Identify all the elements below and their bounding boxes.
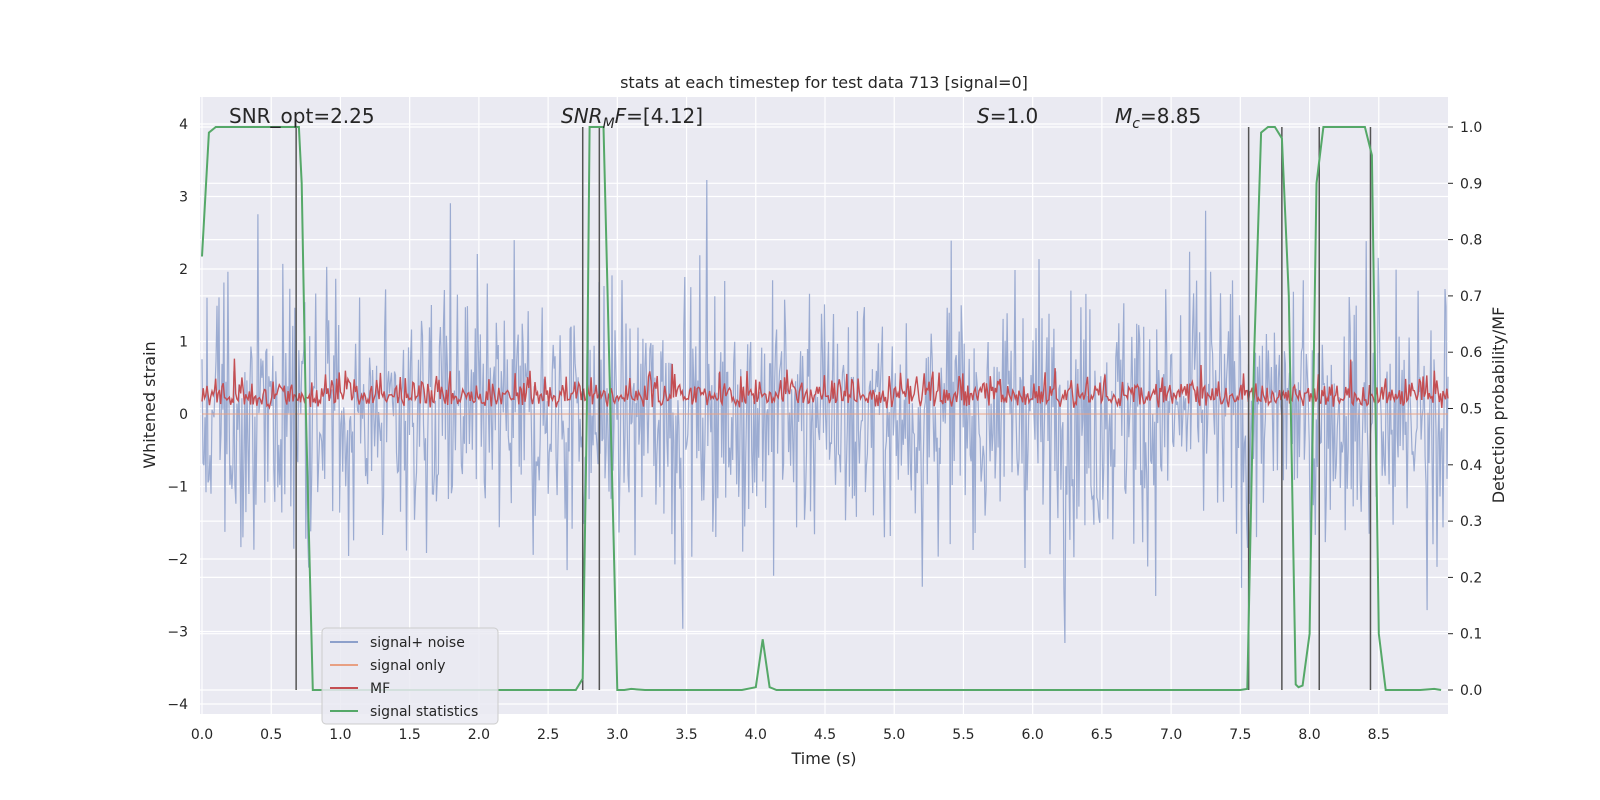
x-tick-14: 7.0 bbox=[1160, 727, 1182, 743]
x-tick-12: 6.0 bbox=[1022, 727, 1044, 743]
annotation-snr-mf-suffix: =[4.12] bbox=[626, 104, 703, 128]
y-axis-label: Whitened strain bbox=[140, 341, 159, 468]
annotation-mc-value: Mc=8.85 bbox=[1115, 104, 1201, 132]
x-tick-7: 3.5 bbox=[675, 727, 697, 743]
annotation-mc-sub: c bbox=[1132, 116, 1140, 132]
y-tick-labels: 4 3 2 1 0 −1 −2 −3 −4 bbox=[167, 117, 188, 713]
x-tick-10: 5.0 bbox=[883, 727, 905, 743]
y2-axis-label: Detection probability/MF bbox=[1489, 307, 1508, 504]
legend-label-signal-statistics: signal statistics bbox=[370, 704, 478, 720]
series-signal-noise-line bbox=[201, 179, 1449, 644]
x-tick-0: 0.0 bbox=[191, 727, 213, 743]
x-tick-15: 7.5 bbox=[1229, 727, 1251, 743]
annotation-snr-mf: SNRMF=[4.12] bbox=[561, 104, 703, 132]
annotation-mc-suffix: =8.85 bbox=[1140, 104, 1201, 128]
x-tick-1: 0.5 bbox=[260, 727, 282, 743]
legend-label-signal-noise: signal+ noise bbox=[370, 635, 465, 651]
legend-label-mf: MF bbox=[370, 681, 390, 697]
y2-tick-6: 0.4 bbox=[1460, 458, 1482, 474]
detection-markers bbox=[295, 127, 1372, 690]
chart-title: stats at each timestep for test data 713… bbox=[620, 73, 1028, 92]
y-tick-2: 2 bbox=[179, 262, 188, 278]
y2-tick-10: 0.0 bbox=[1460, 683, 1482, 699]
series-signal-statistics-line bbox=[201, 126, 1442, 691]
legend: signal+ noise signal only MF signal stat… bbox=[321, 627, 499, 725]
y-tick-4: 0 bbox=[179, 407, 188, 423]
series-signal-noise bbox=[201, 179, 1449, 644]
x-tick-16: 8.0 bbox=[1298, 727, 1320, 743]
x-tick-2: 1.0 bbox=[329, 727, 351, 743]
series-mf bbox=[201, 358, 1449, 410]
annotation-snr-mf-sub: M bbox=[603, 116, 615, 132]
x-tick-3: 1.5 bbox=[399, 727, 421, 743]
y2-tick-2: 0.8 bbox=[1460, 233, 1482, 249]
annotation-s-suffix: =1.0 bbox=[990, 104, 1039, 128]
x-tick-6: 3.0 bbox=[606, 727, 628, 743]
y-tick-0: 4 bbox=[179, 117, 188, 133]
y2-tick-0: 1.0 bbox=[1460, 120, 1482, 136]
series-mf-line bbox=[201, 358, 1449, 410]
x-tick-9: 4.5 bbox=[814, 727, 836, 743]
x-tick-17: 8.5 bbox=[1368, 727, 1390, 743]
y2-tick-9: 0.1 bbox=[1460, 627, 1482, 643]
x-tick-13: 6.5 bbox=[1091, 727, 1113, 743]
annotation-s-value: S=1.0 bbox=[977, 104, 1038, 128]
annotation-snr-mf-prefix: SNR bbox=[561, 104, 603, 128]
x-tick-8: 4.0 bbox=[745, 727, 767, 743]
y-tick-3: 1 bbox=[179, 335, 188, 351]
annotation-s-prefix: S bbox=[977, 104, 990, 128]
y-tick-1: 3 bbox=[179, 190, 188, 206]
x-tick-4: 2.0 bbox=[468, 727, 490, 743]
y2-tick-labels: 1.0 0.9 0.8 0.7 0.6 0.5 0.4 0.3 0.2 0.1 0.0 bbox=[1448, 120, 1482, 699]
y2-tick-4: 0.6 bbox=[1460, 345, 1482, 361]
annotation-snr-mf-mid: F bbox=[615, 104, 627, 128]
x-tick-5: 2.5 bbox=[537, 727, 559, 743]
legend-box bbox=[321, 627, 499, 725]
y2-tick-3: 0.7 bbox=[1460, 289, 1482, 305]
y-tick-5: −1 bbox=[167, 480, 188, 496]
y2-tick-1: 0.9 bbox=[1460, 176, 1482, 192]
x-tick-11: 5.5 bbox=[952, 727, 974, 743]
annotation-mc-prefix: M bbox=[1115, 104, 1132, 128]
y-tick-8: −4 bbox=[167, 697, 188, 713]
annotations: SNR_opt=2.25 SNRMF=[4.12] S=1.0 Mc=8.85 bbox=[229, 104, 1201, 132]
series-signal-statistics bbox=[201, 126, 1442, 691]
y2-tick-7: 0.3 bbox=[1460, 514, 1482, 530]
y2-tick-8: 0.2 bbox=[1460, 570, 1482, 586]
x-axis-label: Time (s) bbox=[790, 749, 856, 768]
x-tick-labels: 0.0 0.5 1.0 1.5 2.0 2.5 3.0 3.5 4.0 4.5 5.0 5.5 6.0 6… bbox=[191, 727, 1390, 743]
y2-tick-5: 0.5 bbox=[1460, 402, 1482, 418]
annotation-snr-opt: SNR_opt=2.25 bbox=[229, 104, 375, 128]
y-tick-6: −2 bbox=[167, 552, 188, 568]
legend-label-signal-only: signal only bbox=[370, 658, 445, 674]
y-tick-7: −3 bbox=[167, 625, 188, 641]
